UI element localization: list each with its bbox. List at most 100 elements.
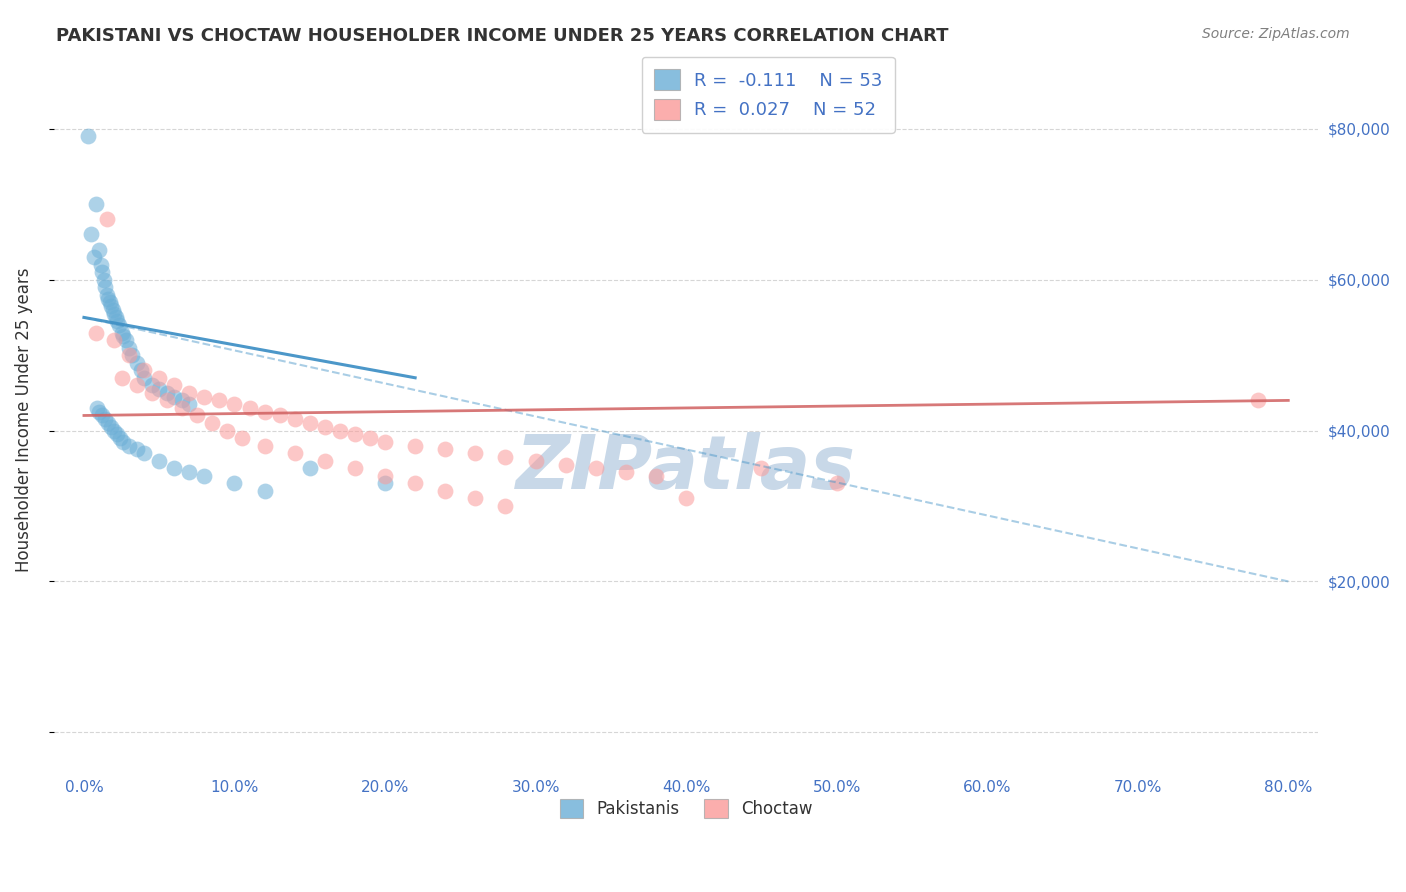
- Point: [84, 197, 107, 211]
- Point: [170, 401, 193, 415]
- Point: [87, 405, 110, 419]
- Point: [1247, 393, 1270, 408]
- Point: [134, 371, 156, 385]
- Point: [314, 454, 336, 468]
- Point: [645, 468, 668, 483]
- Point: [404, 476, 426, 491]
- Point: [108, 431, 131, 445]
- Point: [148, 371, 170, 385]
- Point: [104, 310, 127, 325]
- Point: [224, 476, 246, 491]
- Point: [77, 129, 100, 144]
- Point: [298, 416, 321, 430]
- Y-axis label: Householder Income Under 25 years: Householder Income Under 25 years: [15, 267, 32, 572]
- Point: [253, 483, 276, 498]
- Point: [96, 287, 118, 301]
- Point: [193, 390, 215, 404]
- Point: [343, 461, 366, 475]
- Point: [100, 419, 122, 434]
- Point: [179, 465, 201, 479]
- Point: [434, 442, 457, 457]
- Point: [163, 378, 186, 392]
- Point: [118, 439, 141, 453]
- Point: [269, 409, 291, 423]
- Point: [675, 491, 697, 506]
- Point: [96, 212, 118, 227]
- Point: [215, 424, 238, 438]
- Point: [112, 329, 135, 343]
- Point: [80, 227, 103, 242]
- Point: [751, 461, 773, 475]
- Point: [125, 378, 148, 392]
- Point: [329, 424, 352, 438]
- Point: [86, 401, 108, 415]
- Point: [121, 348, 143, 362]
- Point: [434, 483, 457, 498]
- Point: [238, 401, 260, 415]
- Point: [253, 405, 276, 419]
- Point: [103, 307, 125, 321]
- Point: [284, 412, 307, 426]
- Point: [129, 363, 152, 377]
- Point: [224, 397, 246, 411]
- Point: [825, 476, 848, 491]
- Point: [359, 431, 381, 445]
- Point: [100, 299, 122, 313]
- Point: [464, 491, 486, 506]
- Point: [524, 454, 547, 468]
- Point: [91, 409, 114, 423]
- Point: [105, 314, 128, 328]
- Point: [94, 412, 117, 426]
- Point: [253, 439, 276, 453]
- Text: ZIPatlas: ZIPatlas: [516, 432, 856, 505]
- Point: [112, 434, 135, 449]
- Point: [585, 461, 607, 475]
- Point: [404, 439, 426, 453]
- Point: [118, 341, 141, 355]
- Point: [614, 465, 637, 479]
- Point: [115, 333, 138, 347]
- Point: [374, 476, 396, 491]
- Point: [170, 393, 193, 408]
- Point: [103, 333, 125, 347]
- Point: [105, 427, 128, 442]
- Point: [125, 356, 148, 370]
- Point: [110, 326, 132, 340]
- Point: [298, 461, 321, 475]
- Point: [201, 416, 224, 430]
- Point: [141, 385, 163, 400]
- Point: [554, 458, 576, 472]
- Point: [94, 280, 117, 294]
- Point: [156, 385, 179, 400]
- Text: PAKISTANI VS CHOCTAW HOUSEHOLDER INCOME UNDER 25 YEARS CORRELATION CHART: PAKISTANI VS CHOCTAW HOUSEHOLDER INCOME …: [56, 27, 949, 45]
- Text: Source: ZipAtlas.com: Source: ZipAtlas.com: [1202, 27, 1350, 41]
- Point: [84, 326, 107, 340]
- Point: [97, 292, 120, 306]
- Point: [343, 427, 366, 442]
- Point: [156, 393, 179, 408]
- Point: [107, 318, 129, 332]
- Point: [89, 258, 111, 272]
- Point: [179, 385, 201, 400]
- Point: [103, 424, 125, 438]
- Point: [148, 382, 170, 396]
- Point: [186, 409, 208, 423]
- Point: [495, 499, 517, 513]
- Point: [134, 363, 156, 377]
- Point: [163, 390, 186, 404]
- Point: [208, 393, 231, 408]
- Point: [83, 250, 105, 264]
- Point: [179, 397, 201, 411]
- Point: [134, 446, 156, 460]
- Point: [148, 454, 170, 468]
- Point: [98, 295, 121, 310]
- Point: [101, 302, 124, 317]
- Point: [141, 378, 163, 392]
- Point: [374, 468, 396, 483]
- Point: [93, 273, 115, 287]
- Point: [163, 461, 186, 475]
- Point: [284, 446, 307, 460]
- Point: [125, 442, 148, 457]
- Point: [495, 450, 517, 464]
- Point: [314, 419, 336, 434]
